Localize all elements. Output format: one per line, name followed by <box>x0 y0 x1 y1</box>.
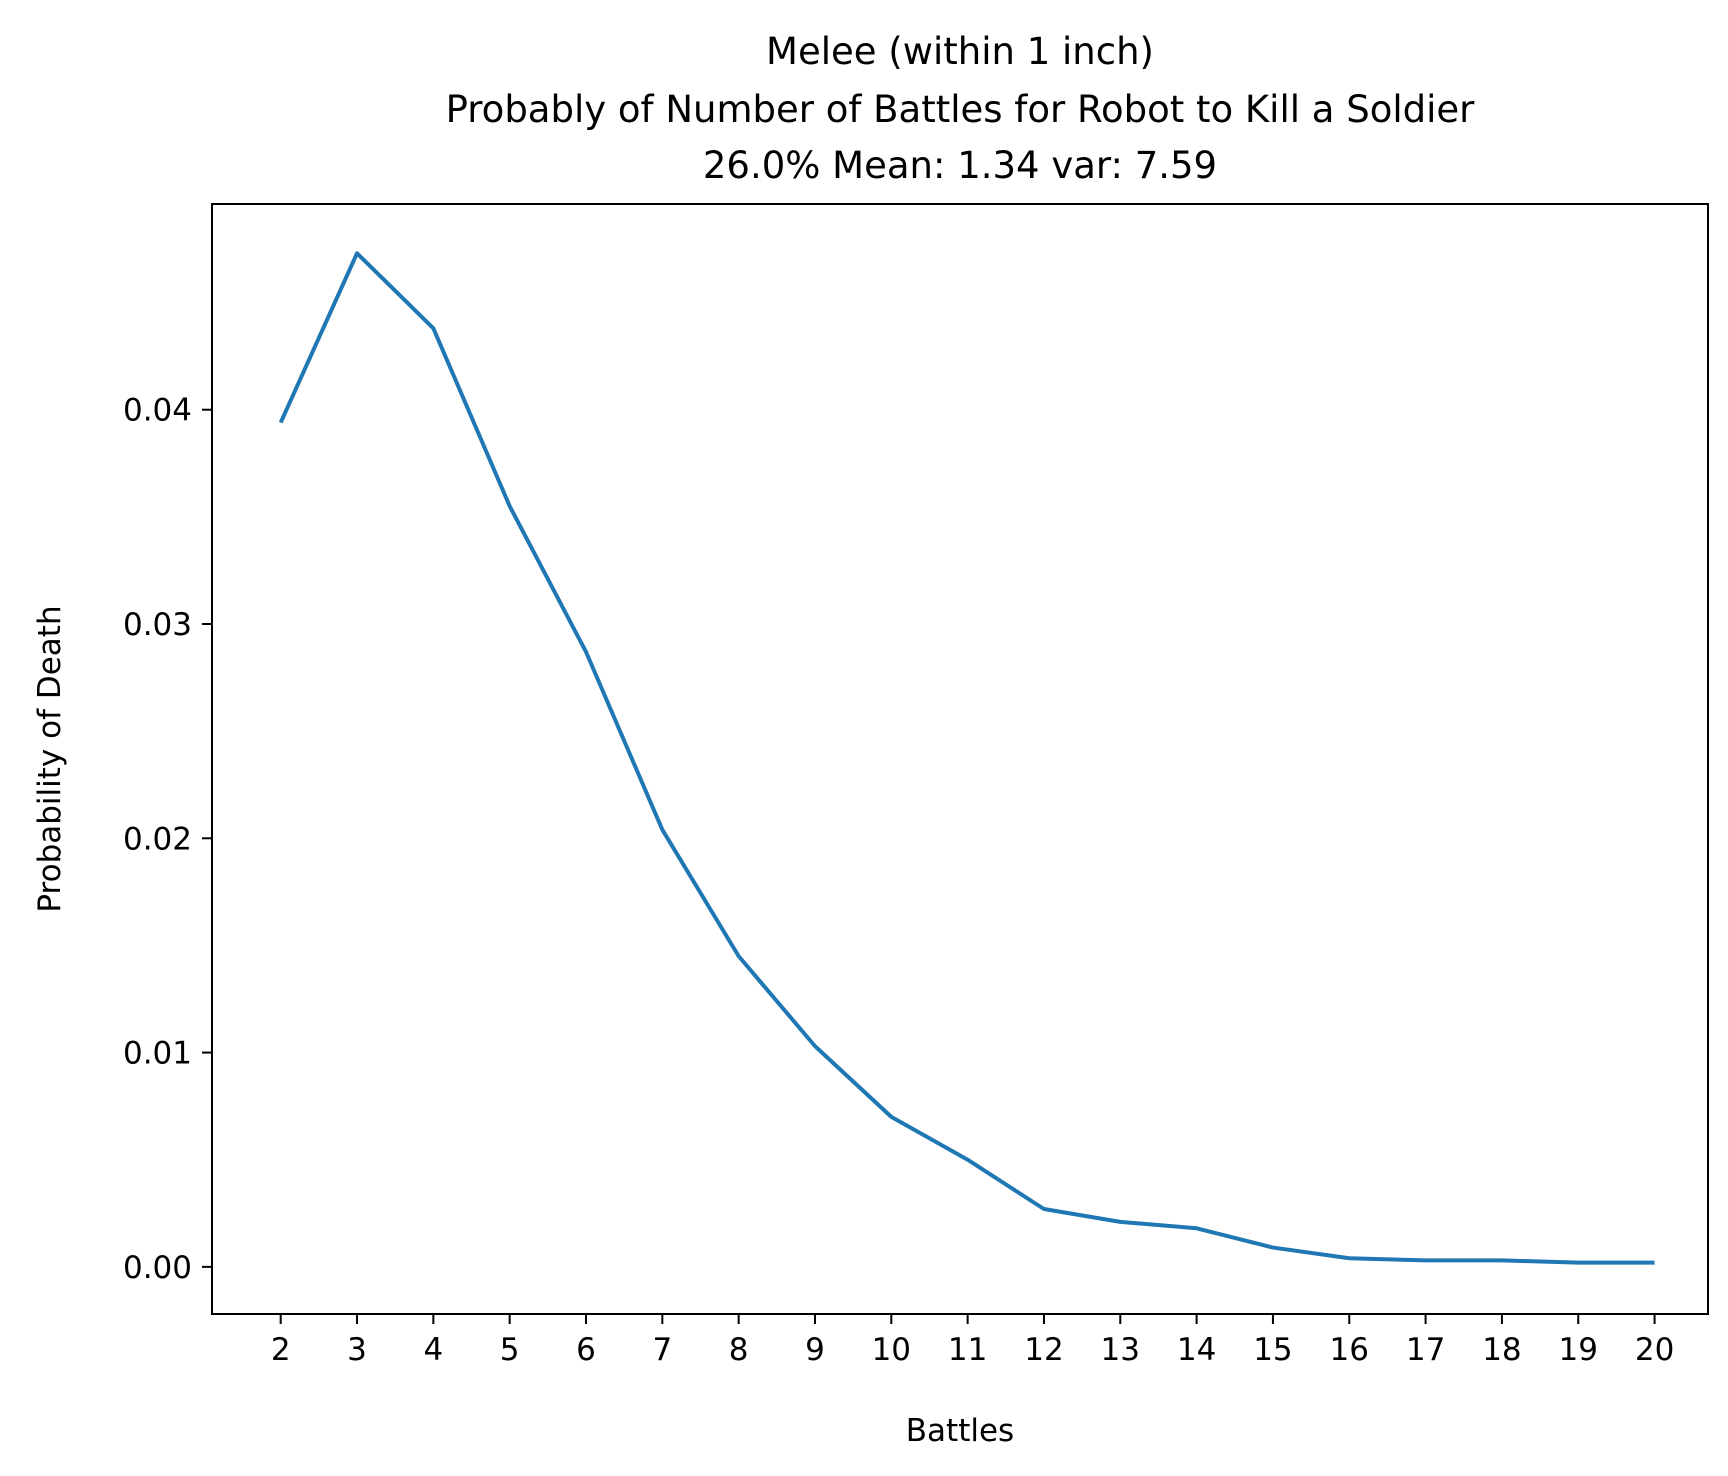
x-tick-label: 18 <box>1482 1332 1521 1368</box>
y-tick-label: 0.03 <box>123 607 192 643</box>
x-tick-label: 16 <box>1330 1332 1369 1368</box>
x-tick-label: 4 <box>423 1332 443 1368</box>
x-tick-label: 3 <box>347 1332 367 1368</box>
y-tick-label: 0.00 <box>123 1250 192 1286</box>
x-tick-label: 9 <box>805 1332 825 1368</box>
x-tick-label: 14 <box>1177 1332 1216 1368</box>
x-tick-label: 11 <box>948 1332 987 1368</box>
y-tick-label: 0.01 <box>123 1036 192 1072</box>
x-tick-label: 15 <box>1253 1332 1292 1368</box>
x-tick-label: 5 <box>500 1332 520 1368</box>
x-tick-label: 6 <box>576 1332 596 1368</box>
x-tick-label: 13 <box>1101 1332 1140 1368</box>
chart-subtitle: Probably of Number of Battles for Robot … <box>446 88 1476 131</box>
chart-stats-line: 26.0% Mean: 1.34 var: 7.59 <box>703 144 1217 187</box>
x-tick-label: 2 <box>271 1332 291 1368</box>
x-tick-label: 19 <box>1559 1332 1598 1368</box>
x-tick-label: 17 <box>1406 1332 1445 1368</box>
x-tick-label: 7 <box>652 1332 672 1368</box>
x-tick-label: 10 <box>872 1332 911 1368</box>
x-tick-label: 20 <box>1635 1332 1674 1368</box>
x-tick-label: 12 <box>1024 1332 1063 1368</box>
x-axis-label: Battles <box>906 1413 1014 1449</box>
chart-title: Melee (within 1 inch) <box>766 30 1154 73</box>
x-tick-label: 8 <box>729 1332 749 1368</box>
y-tick-label: 0.02 <box>123 821 192 857</box>
y-axis-label: Probability of Death <box>32 605 68 912</box>
y-tick-label: 0.04 <box>123 393 192 429</box>
